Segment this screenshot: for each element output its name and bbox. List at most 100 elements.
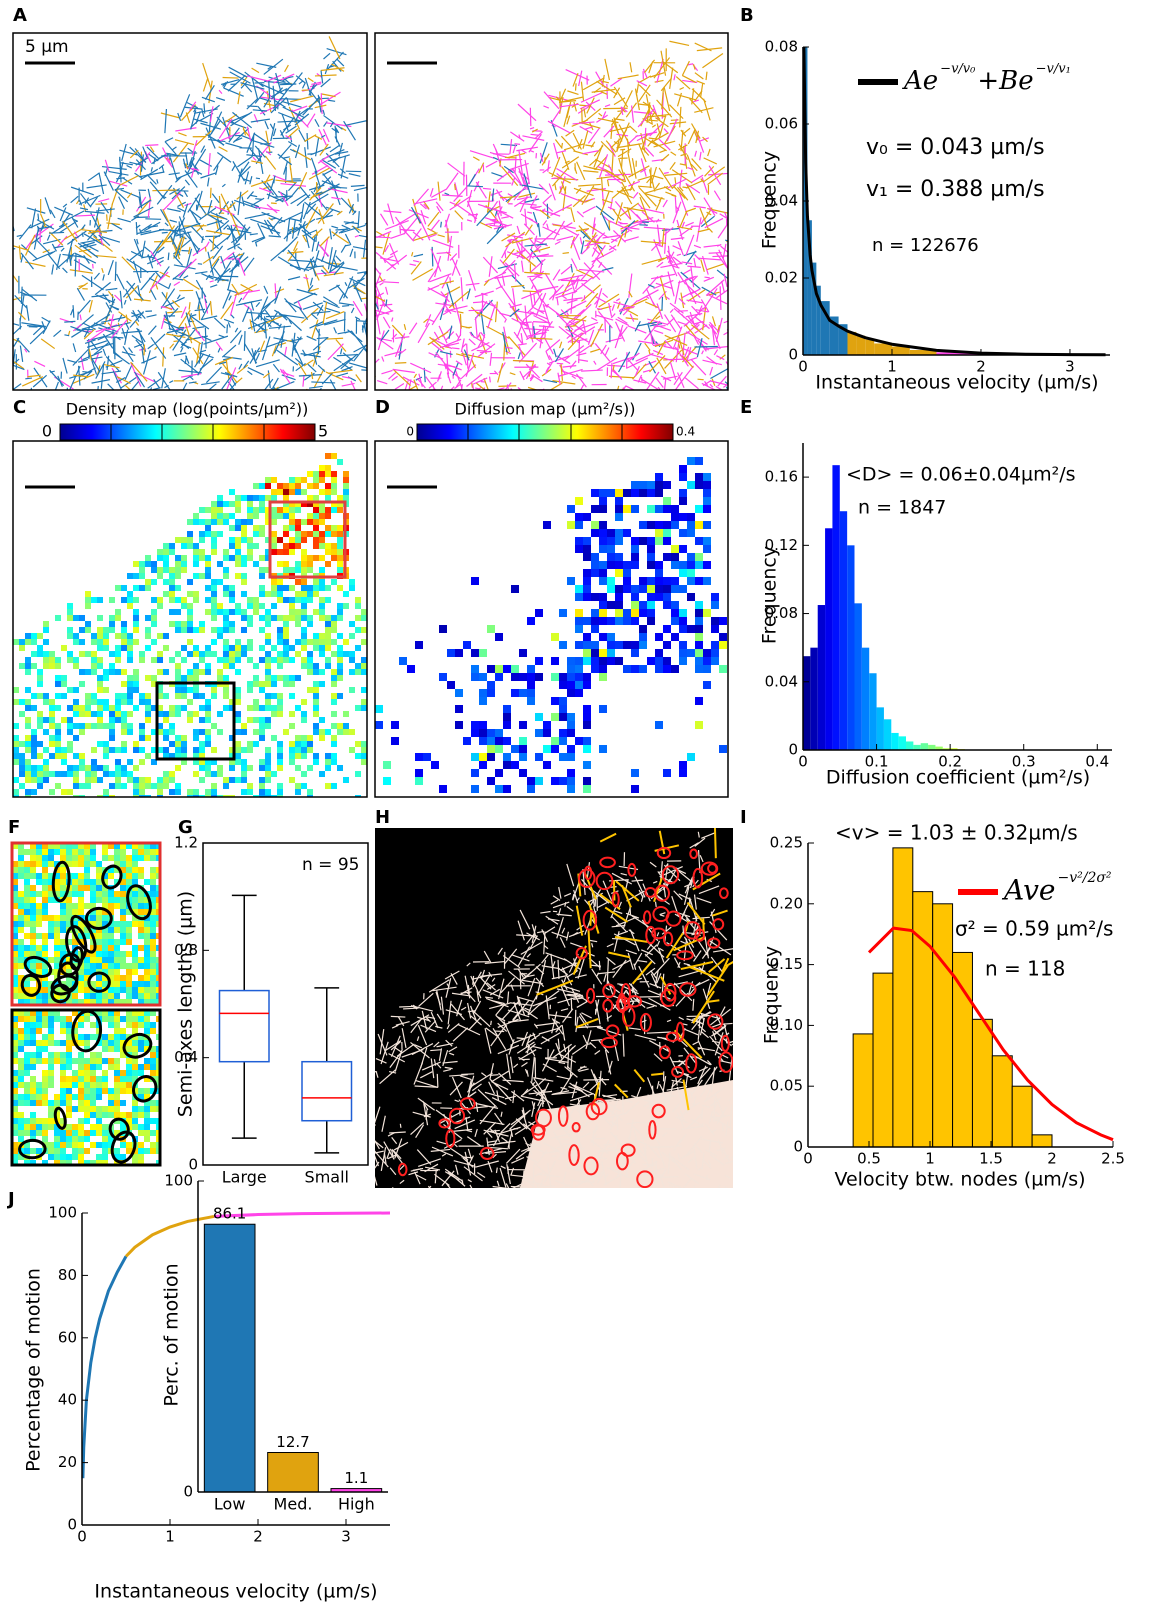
track-segment — [650, 167, 651, 187]
density-pixel — [60, 915, 66, 921]
density-pixel — [109, 663, 115, 669]
density-pixel — [91, 651, 97, 657]
diffusion-pixel — [599, 529, 607, 537]
density-pixel — [48, 927, 54, 933]
density-pixel — [205, 741, 211, 747]
density-pixel — [66, 855, 72, 861]
density-pixel — [229, 657, 235, 663]
density-pixel — [85, 669, 91, 675]
diffusion-pixel — [623, 489, 631, 497]
track-segment — [173, 278, 183, 280]
density-pixel — [241, 627, 247, 633]
density-pixel — [73, 639, 79, 645]
track-segment — [62, 211, 84, 222]
density-pixel — [43, 651, 49, 657]
track-segment — [670, 309, 673, 312]
density-pixel — [120, 903, 126, 909]
track-segment — [535, 206, 542, 207]
diffusion-pixel — [615, 497, 623, 505]
density-pixel — [144, 945, 150, 951]
diffusion-pixel — [399, 657, 407, 665]
track-segment — [228, 322, 230, 327]
density-pixel — [114, 975, 120, 981]
density-pixel — [163, 555, 169, 561]
track-segment — [88, 173, 99, 181]
track-segment — [377, 381, 387, 384]
density-pixel — [199, 651, 205, 657]
density-pixel — [37, 717, 43, 723]
track-segment — [15, 295, 27, 308]
density-pixel — [265, 705, 271, 711]
density-pixel — [133, 675, 139, 681]
track-segment — [712, 316, 715, 326]
density-pixel — [241, 519, 247, 525]
track-segment — [580, 237, 582, 244]
density-pixel — [103, 765, 109, 771]
diffusion-pixel — [575, 689, 583, 697]
track-segment — [210, 301, 211, 315]
density-pixel — [325, 495, 331, 501]
density-pixel — [49, 705, 55, 711]
track-segment — [603, 293, 608, 298]
density-pixel — [114, 969, 120, 975]
density-pixel — [79, 651, 85, 657]
track-segment — [117, 274, 125, 289]
density-pixel — [18, 903, 24, 909]
density-pixel — [205, 789, 211, 795]
density-pixel — [42, 915, 48, 921]
track-segment — [147, 315, 157, 317]
track-segment — [64, 321, 75, 322]
track-segment — [637, 84, 639, 93]
density-pixel — [103, 669, 109, 675]
density-pixel — [19, 765, 25, 771]
density-pixel — [25, 633, 31, 639]
density-pixel — [283, 567, 289, 573]
track-segment — [321, 71, 323, 84]
diffusion-pixel — [559, 697, 567, 705]
density-pixel — [31, 753, 37, 759]
density-pixel — [205, 567, 211, 573]
track-segment — [161, 113, 180, 118]
track-segment — [516, 147, 538, 151]
diffusion-pixel — [479, 761, 487, 769]
diffusion-pixel — [639, 609, 647, 617]
diffusion-pixel — [647, 545, 655, 553]
density-pixel — [127, 729, 133, 735]
track-segment — [137, 239, 138, 244]
density-pixel — [331, 477, 337, 483]
density-pixel — [241, 651, 247, 657]
diffusion-pixel — [599, 505, 607, 513]
track-segment — [524, 272, 550, 274]
track-segment — [571, 293, 573, 313]
density-pixel — [217, 657, 223, 663]
density-pixel — [187, 591, 193, 597]
density-pixel — [283, 513, 289, 519]
density-pixel — [175, 585, 181, 591]
density-pixel — [157, 777, 163, 783]
track-segment — [73, 305, 74, 318]
density-pixel — [361, 699, 367, 705]
density-pixel — [163, 693, 169, 699]
density-pixel — [283, 615, 289, 621]
density-pixel — [133, 795, 139, 801]
density-pixel — [265, 789, 271, 795]
track-segment — [188, 148, 194, 152]
track-segment — [384, 211, 402, 213]
density-pixel — [337, 561, 343, 567]
density-pixel — [36, 909, 42, 915]
track-segment — [671, 152, 676, 156]
diffusion-pixel — [615, 489, 623, 497]
track-segment — [350, 249, 353, 257]
diffusion-pixel — [479, 753, 487, 761]
density-pixel — [73, 735, 79, 741]
density-pixel — [295, 783, 301, 789]
density-pixel — [319, 585, 325, 591]
density-pixel — [151, 597, 157, 603]
diffusion-pixel — [567, 721, 575, 729]
density-pixel — [120, 915, 126, 921]
density-pixel — [157, 651, 163, 657]
density-pixel — [108, 927, 114, 933]
density-pixel — [133, 789, 139, 795]
diffusion-pixel — [679, 769, 687, 777]
density-pixel — [138, 921, 144, 927]
